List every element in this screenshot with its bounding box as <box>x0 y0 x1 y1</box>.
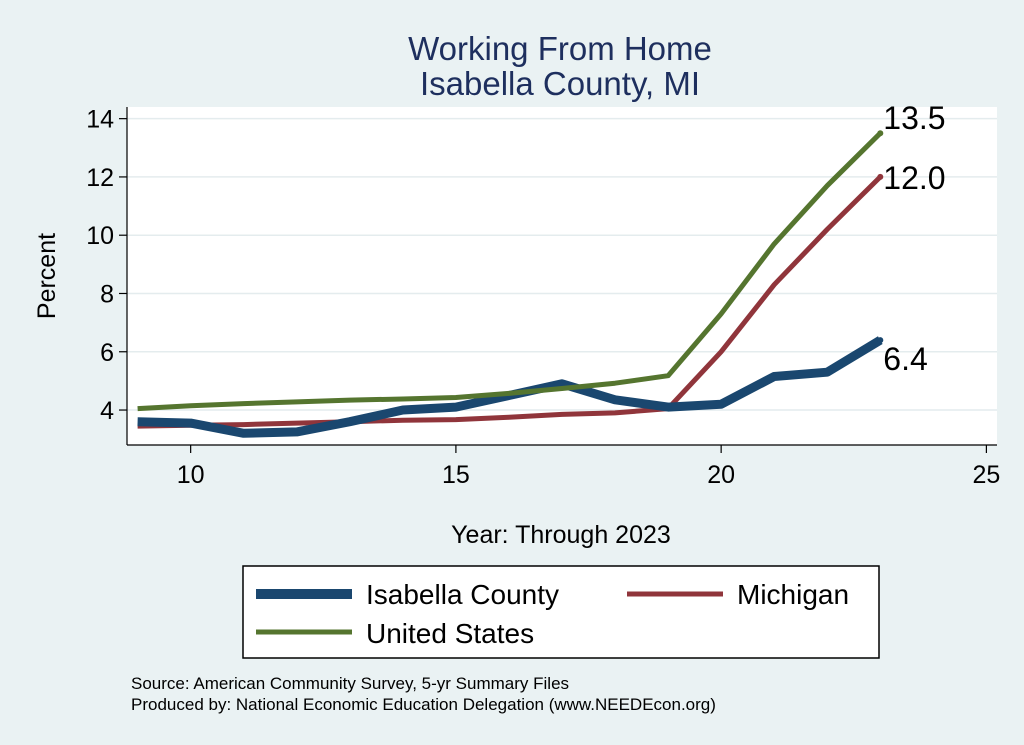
series-line-united-states <box>137 131 883 412</box>
produced-by-note: Produced by: National Economic Education… <box>131 695 716 714</box>
source-note: Source: American Community Survey, 5-yr … <box>131 674 569 693</box>
legend-label-michigan: Michigan <box>737 579 849 610</box>
y-axis-label: Percent <box>33 233 61 319</box>
end-label-united-states: 13.5 <box>883 100 945 136</box>
end-label-michigan: 12.0 <box>883 160 945 196</box>
y-tick-label: 4 <box>100 397 114 425</box>
legend: Isabella County Michigan United States <box>242 565 880 659</box>
series-line-michigan <box>137 175 883 429</box>
end-point-isabella-county <box>877 337 884 344</box>
end-point-michigan <box>877 173 884 180</box>
end-labels: 6.4 12.0 13.5 <box>883 100 945 377</box>
legend-label-isabella-county: Isabella County <box>366 579 559 610</box>
legend-box <box>242 565 880 659</box>
x-axis-label: Year: Through 2023 <box>451 521 671 549</box>
x-tick-label: 25 <box>972 461 1000 489</box>
y-tick-label: 8 <box>100 280 114 308</box>
chart-title-line-1: Working From Home <box>408 30 712 67</box>
plot-area <box>127 107 997 445</box>
x-axis: 10 15 20 25 <box>127 444 1000 489</box>
end-point-united-states <box>877 130 884 137</box>
x-tick-label: 20 <box>707 461 735 489</box>
grid-lines <box>127 117 997 411</box>
y-tick-label: 14 <box>86 106 114 134</box>
y-tick-label: 10 <box>86 222 114 250</box>
x-tick-label: 15 <box>442 461 470 489</box>
x-tick-label: 10 <box>177 461 205 489</box>
chart-title-line-2: Isabella County, MI <box>420 65 700 102</box>
y-axis: 4 6 8 10 12 14 <box>86 106 128 445</box>
end-label-isabella-county: 6.4 <box>883 341 927 377</box>
y-tick-label: 12 <box>86 164 114 192</box>
series-lines <box>137 130 884 438</box>
legend-label-united-states: United States <box>366 618 534 649</box>
y-tick-label: 6 <box>100 339 114 367</box>
